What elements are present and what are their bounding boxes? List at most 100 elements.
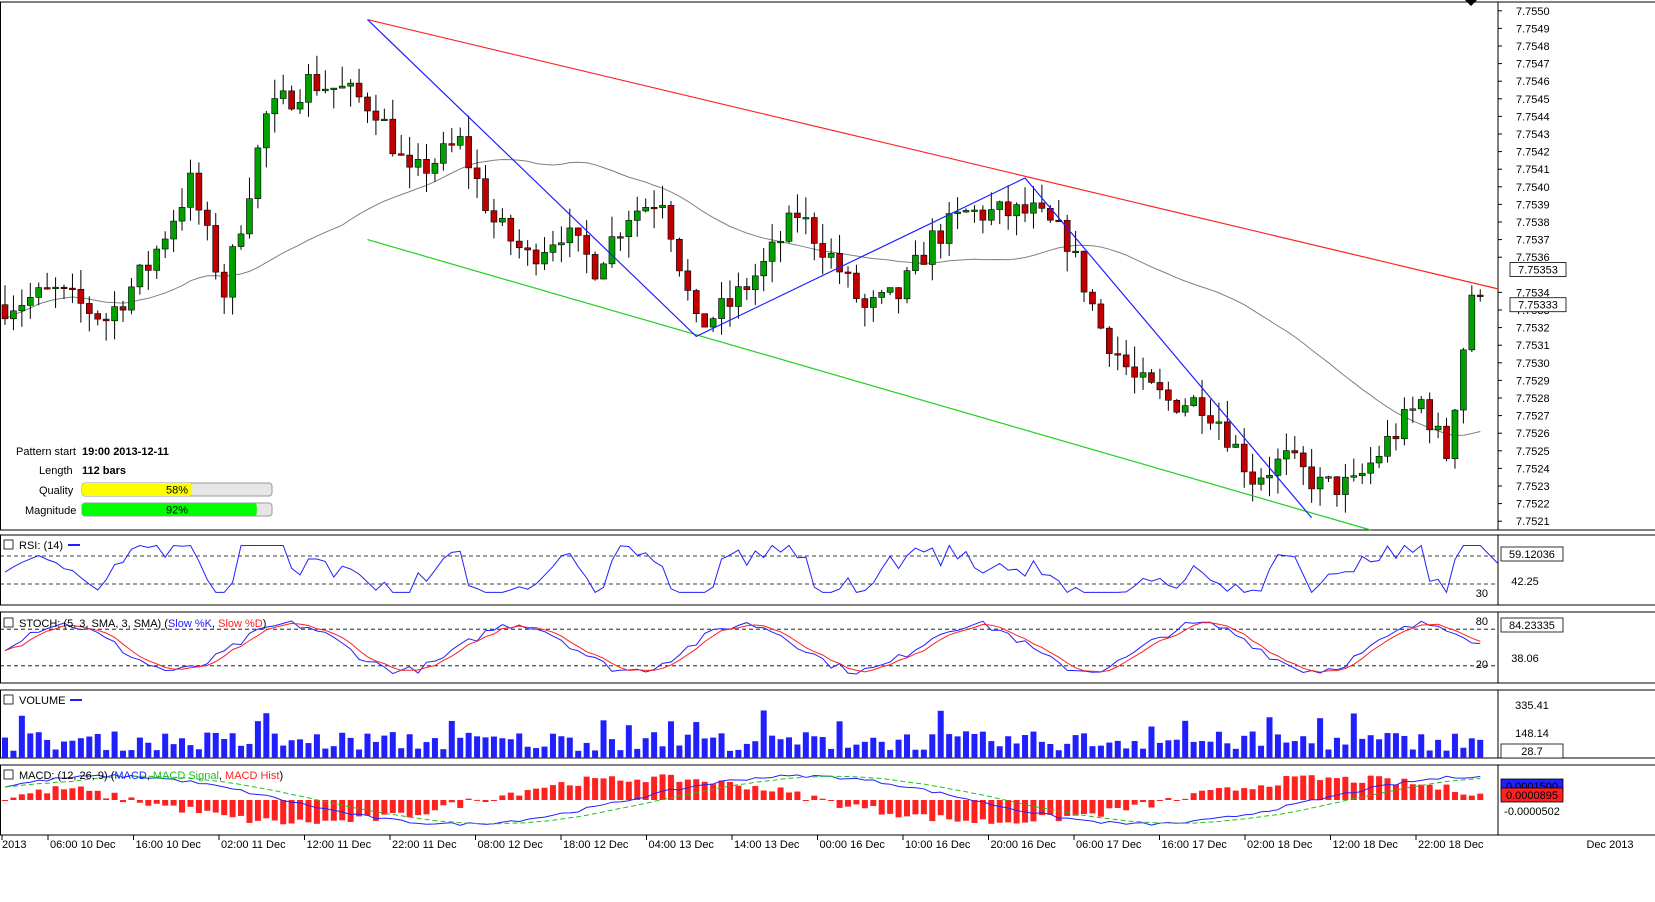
macd-hist-bar [348, 800, 354, 822]
stoch-close-icon[interactable] [4, 618, 13, 627]
candle-body [356, 83, 362, 97]
volume-bar [643, 738, 649, 758]
candle-body [44, 288, 50, 290]
macd-hist-bar [305, 800, 311, 822]
macd-hist-bar [904, 800, 910, 816]
volume-bar [289, 740, 295, 758]
macd-hist-bar [53, 786, 59, 800]
candle-body [1376, 456, 1382, 463]
panel-frame-main [1, 2, 1655, 530]
candle-body [853, 273, 859, 299]
macd-hist-bar [255, 800, 261, 821]
candle-body [1123, 355, 1129, 367]
macd-hist-bar [36, 790, 42, 800]
volume-title: VOLUME [19, 695, 65, 707]
macd-hist-bar [845, 800, 851, 807]
ma-price-value: 7.75353 [1518, 265, 1558, 277]
candle-body [525, 248, 531, 250]
macd-hist-bar [1275, 785, 1281, 800]
price-panel[interactable]: 7.75507.75497.75487.75477.75467.75457.75… [2, 6, 1566, 530]
macd-hist-bar [558, 782, 564, 800]
macd-hist-bar [238, 800, 244, 816]
volume-bar [710, 738, 716, 758]
candle-body [221, 272, 227, 297]
volume-bar [53, 750, 59, 758]
macd-hist-bar [1393, 785, 1399, 800]
volume-bar [145, 743, 151, 758]
pattern-info: Pattern start 19:00 2013-12-11 Length 11… [16, 446, 272, 517]
candle-body [154, 249, 160, 270]
scroll-arrow-icon[interactable] [1465, 0, 1477, 6]
volume-bar [1123, 748, 1129, 758]
macd-hist-bar [592, 778, 598, 800]
price-axis: 7.75507.75497.75487.75477.75467.75457.75… [1498, 6, 1566, 528]
candle-body [516, 241, 522, 248]
candle-body [1317, 477, 1323, 489]
time-tick-label: 20:00 16 Dec [991, 839, 1057, 851]
time-tick-label: 04:00 13 Dec [649, 839, 715, 851]
volume-bar [904, 734, 910, 758]
macd-hist-bar [120, 800, 126, 802]
macd-hist-bar [870, 800, 876, 806]
macd-close-icon[interactable] [4, 770, 13, 779]
volume-bar [112, 732, 118, 758]
volume-bar [398, 748, 404, 758]
price-tick-label: 7.7548 [1516, 41, 1550, 53]
time-tick-label: 18:00 12 Dec [563, 839, 629, 851]
volume-panel[interactable]: VOLUME 335.41 148.14 28.7 [2, 695, 1563, 758]
candle-body [1342, 477, 1348, 494]
candle-body [575, 228, 581, 236]
volume-bar [1368, 735, 1374, 758]
rsi-title: RSI: (14) [19, 540, 63, 552]
volume-bar [794, 745, 800, 758]
candle-body [1207, 416, 1213, 424]
volume-bar [2, 738, 8, 758]
volume-bar [373, 742, 379, 758]
candle-body [1460, 350, 1466, 410]
candle-body [238, 234, 244, 247]
volume-bar [213, 733, 219, 758]
price-tick-label: 7.7550 [1516, 6, 1550, 18]
volume-bar [1351, 713, 1357, 758]
candle-body [660, 205, 666, 207]
volume-bar [381, 736, 387, 758]
macd-hist-bar [103, 798, 109, 800]
macd-hist-bar [204, 800, 210, 811]
macd-hist-bar [609, 776, 615, 800]
candle-body [1385, 436, 1391, 456]
macd-hist-bar [1064, 800, 1070, 816]
candle-body [27, 297, 33, 305]
candle-body [617, 237, 623, 239]
volume-bar [1148, 727, 1154, 758]
macd-hist-bar [1267, 787, 1273, 800]
volume-bar [356, 749, 362, 758]
macd-hist-bar [1351, 783, 1357, 800]
volume-bar [550, 734, 556, 758]
volume-bar [1401, 736, 1407, 758]
candle-body [179, 207, 185, 221]
candle-body [348, 83, 354, 86]
candle-body [440, 144, 446, 164]
stochastic-panel[interactable]: STOCH: (5, 3, SMA, 3, SMA) (Slow %K, Slo… [0, 616, 1563, 674]
candle-body [685, 271, 691, 291]
rsi-panel[interactable]: RSI: (14) 42.25 30 59.12036 [0, 540, 1563, 600]
macd-hist-bar [938, 800, 944, 815]
volume-bar [778, 739, 784, 758]
macd-hist-bar [508, 793, 514, 800]
volume-bar [668, 721, 674, 758]
price-tick-label: 7.7547 [1516, 59, 1550, 71]
rsi-close-icon[interactable] [4, 540, 13, 549]
volume-bar [558, 736, 564, 758]
candle-body [710, 319, 716, 328]
volume-bar [1005, 736, 1011, 758]
macd-hist-bar [27, 793, 33, 800]
macd-panel[interactable]: MACD: (12, 26, 9) (MACD, MACD Signal, MA… [2, 770, 1563, 825]
macd-hist-bar [457, 800, 463, 808]
candle-body [1300, 453, 1306, 467]
candle-body [499, 218, 505, 222]
volume-close-icon[interactable] [4, 695, 13, 704]
candle-body [364, 97, 370, 111]
volume-bar [364, 734, 370, 758]
macd-hist-bar [145, 800, 151, 806]
